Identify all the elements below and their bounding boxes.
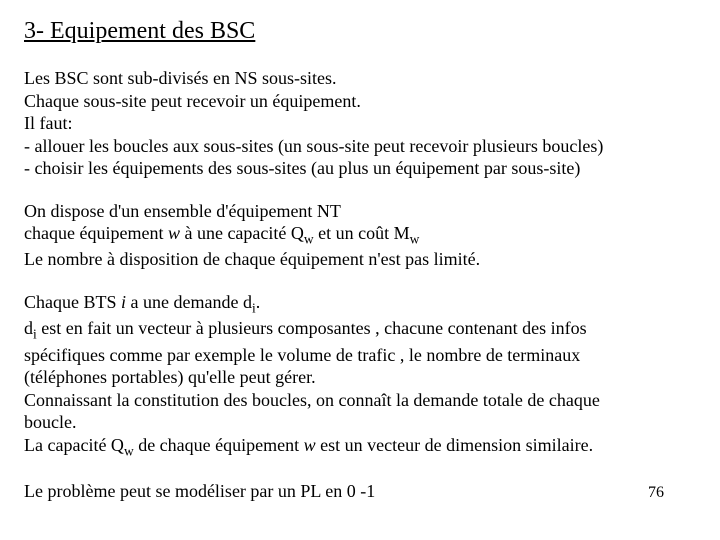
paragraph-4: Le problème peut se modéliser par un PL …	[24, 480, 696, 503]
p3-line3: spécifiques comme par exemple le volume …	[24, 345, 580, 365]
p2-line2c: et un coût M	[314, 223, 410, 243]
p1-line4: - allouer les boucles aux sous-sites (un…	[24, 136, 603, 156]
page-number: 76	[648, 484, 664, 502]
p4-line1: Le problème peut se modéliser par un PL …	[24, 481, 375, 501]
p2-line1: On dispose d'un ensemble d'équipement NT	[24, 201, 341, 221]
p2-sub-mw: w	[410, 232, 420, 247]
p2-line2a: chaque équipement	[24, 223, 168, 243]
p3-line1a: Chaque BTS	[24, 292, 121, 312]
p2-var-w: w	[168, 223, 180, 243]
p2-line3: Le nombre à disposition de chaque équipe…	[24, 249, 480, 269]
p3-line6: boucle.	[24, 412, 76, 432]
p3-line7c: est un vecteur de dimension similaire.	[316, 435, 593, 455]
p3-line2a: d	[24, 318, 33, 338]
p1-line1: Les BSC sont sub-divisés en NS sous-site…	[24, 68, 337, 88]
paragraph-3: Chaque BTS i a une demande di. di est en…	[24, 291, 696, 460]
p1-line3: Il faut:	[24, 113, 72, 133]
p3-line7a: La capacité Q	[24, 435, 124, 455]
p3-line2b: est en fait un vecteur à plusieurs compo…	[37, 318, 587, 338]
paragraph-1: Les BSC sont sub-divisés en NS sous-site…	[24, 67, 696, 180]
p1-line2: Chaque sous-site peut recevoir un équipe…	[24, 91, 361, 111]
p3-line4: (téléphones portables) qu'elle peut gére…	[24, 367, 316, 387]
p3-sub-qw: w	[124, 444, 134, 459]
p3-line1c: .	[256, 292, 261, 312]
p2-line2b: à une capacité Q	[180, 223, 304, 243]
p3-line1b: a une demande d	[126, 292, 252, 312]
p1-line5: - choisir les équipements des sous-sites…	[24, 158, 580, 178]
p3-var-w: w	[304, 435, 316, 455]
slide-page: 3- Equipement des BSC Les BSC sont sub-d…	[0, 0, 720, 540]
page-title: 3- Equipement des BSC	[24, 18, 696, 45]
p3-line5: Connaissant la constitution des boucles,…	[24, 390, 600, 410]
p2-sub-qw: w	[304, 232, 314, 247]
p3-line7b: de chaque équipement	[134, 435, 304, 455]
paragraph-2: On dispose d'un ensemble d'équipement NT…	[24, 200, 696, 271]
